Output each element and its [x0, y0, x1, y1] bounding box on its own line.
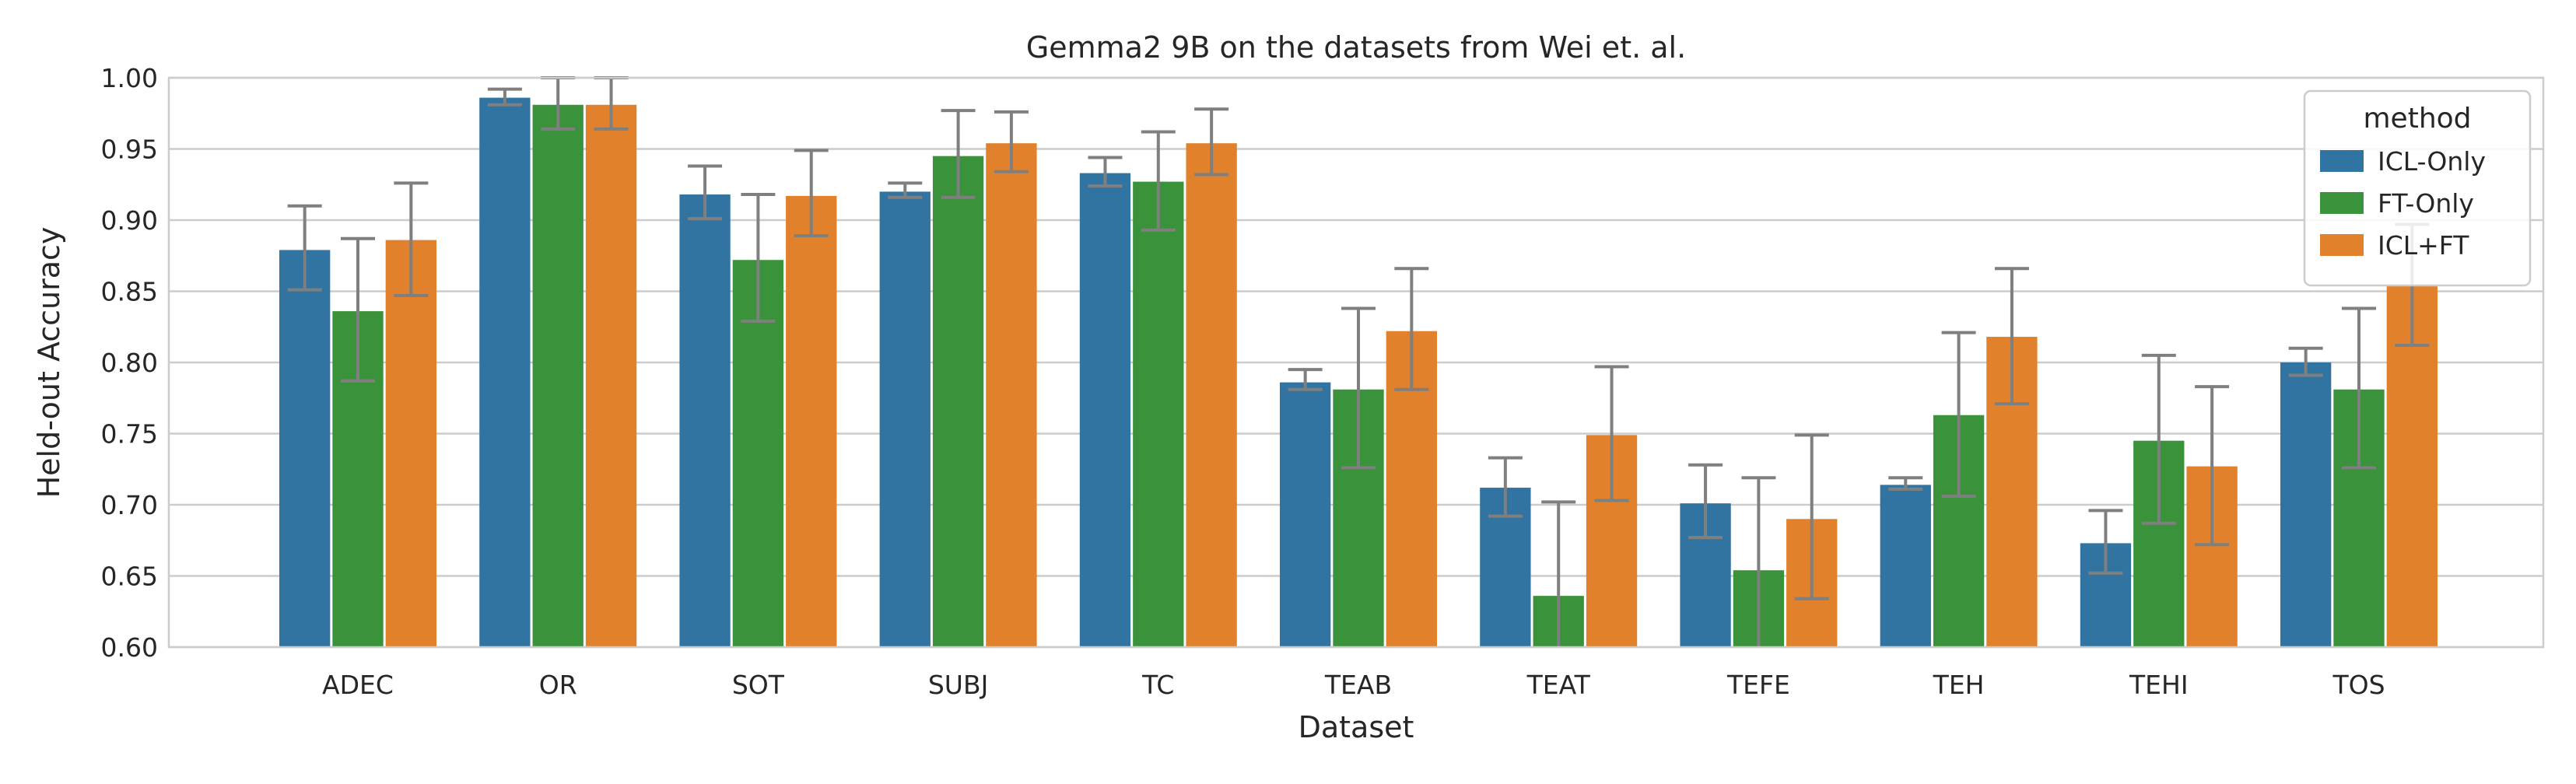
error-bar-icl-only-teab	[1288, 368, 1323, 391]
x-tick-label: TC	[1141, 670, 1174, 700]
bar-icl-only-sot	[679, 194, 731, 647]
bar-ft-only-or	[532, 104, 584, 647]
y-tick-label: 0.75	[101, 419, 158, 450]
y-tick-label: 0.90	[101, 205, 158, 236]
bar-icl-only-teh	[1880, 485, 1931, 647]
error-bar-icl-ft-teat	[1594, 365, 1629, 502]
y-tick-label: 0.80	[101, 348, 158, 378]
bar-icl-ft-subj	[986, 143, 1037, 647]
y-tick-label: 0.60	[101, 632, 158, 663]
bar-icl-only-subj	[879, 191, 931, 647]
error-bar-icl-only-tc	[1088, 156, 1123, 188]
x-tick-label: TEH	[1933, 670, 1985, 700]
error-bar-icl-ft-teab	[1394, 267, 1429, 391]
x-axis-label: Dataset	[1299, 710, 1414, 744]
error-bar-icl-only-or	[487, 87, 522, 107]
error-bar-icl-ft-tefe	[1794, 433, 1829, 600]
error-bar-ft-only-tos	[2342, 306, 2376, 470]
x-tick-label: ADEC	[322, 670, 394, 700]
legend-label-icl-only: ICL-Only	[2378, 146, 2486, 177]
bar-icl-ft-sot	[786, 195, 837, 647]
error-bar-ft-only-adec	[341, 236, 375, 383]
error-bar-icl-only-tehi	[2088, 509, 2123, 575]
error-bar-icl-only-adec	[287, 204, 322, 292]
y-axis-ticks: 0.60 0.65 0.70 0.75 0.80 0.85 0.90 0.95 1.00	[101, 63, 158, 663]
error-bar-icl-only-tefe	[1688, 463, 1723, 540]
error-bar-ft-only-tc	[1141, 130, 1176, 232]
x-tick-label: OR	[539, 670, 577, 700]
bar-icl-only-adec	[279, 250, 331, 647]
y-tick-label: 0.65	[101, 562, 158, 592]
bar-icl-ft-tc	[1186, 143, 1237, 647]
bar-icl-only-or	[479, 97, 531, 648]
bar-ft-only-sot	[732, 260, 784, 647]
error-bars	[287, 76, 2430, 647]
x-tick-label: TEFE	[1726, 670, 1790, 700]
bar-icl-ft-or	[585, 104, 637, 647]
bar-icl-only-teab	[1280, 382, 1331, 647]
error-bar-icl-only-tos	[2288, 346, 2323, 377]
legend-label-ft-only: FT-Only	[2378, 188, 2474, 219]
x-axis-ticks: ADEC OR SOT SUBJ TC TEAB TEAT TEFE TEH TEHI TOS	[322, 670, 2385, 700]
error-bar-icl-ft-adec	[394, 181, 429, 297]
y-tick-label: 0.95	[101, 135, 158, 165]
error-bar-icl-ft-sot	[794, 149, 829, 238]
x-tick-label: TOS	[2332, 670, 2385, 700]
x-tick-label: TEAT	[1526, 670, 1591, 700]
error-bar-ft-only-sot	[741, 193, 776, 323]
legend-swatch-icl-only	[2320, 150, 2364, 172]
y-tick-label: 1.00	[101, 63, 158, 93]
legend-swatch-icl-ft	[2320, 234, 2364, 256]
legend-title: method	[2363, 103, 2471, 135]
plot-frame	[167, 76, 2545, 649]
error-bar-icl-only-sot	[688, 164, 723, 221]
error-bar-ft-only-teh	[1941, 331, 1976, 499]
x-tick-label: SUBJ	[928, 670, 988, 700]
legend-label-icl-ft: ICL+FT	[2378, 230, 2469, 261]
chart-title: Gemma2 9B on the datasets from Wei et. a…	[1026, 30, 1686, 65]
y-tick-label: 0.85	[101, 277, 158, 307]
error-bar-ft-only-tefe	[1741, 476, 1776, 647]
x-tick-label: TEAB	[1324, 670, 1392, 700]
legend: method ICL-Only FT-Only ICL+FT	[2303, 89, 2532, 287]
error-bar-ft-only-teab	[1341, 306, 1376, 470]
error-bar-ft-only-subj	[941, 109, 976, 199]
bar-icl-only-tc	[1079, 173, 1131, 648]
error-bar-icl-only-teat	[1488, 456, 1523, 518]
y-axis-label: Held-out Accuracy	[32, 227, 66, 499]
error-bar-ft-only-teat	[1541, 500, 1576, 647]
x-tick-label: SOT	[732, 670, 785, 700]
bar-icl-ft-adec	[385, 240, 436, 647]
error-bar-icl-only-teh	[1888, 476, 1923, 491]
legend-swatch-ft-only	[2320, 192, 2364, 214]
x-tick-label: TEHI	[2129, 670, 2189, 700]
error-bar-ft-only-tehi	[2141, 353, 2176, 525]
error-bar-icl-ft-subj	[994, 110, 1029, 173]
error-bar-icl-ft-teh	[1994, 267, 2029, 406]
bar-ft-only-tc	[1133, 181, 1184, 648]
bar-icl-only-tos	[2280, 362, 2332, 647]
error-bar-icl-ft-tehi	[2195, 385, 2230, 547]
error-bar-icl-only-subj	[888, 181, 923, 199]
bar-ft-only-subj	[932, 156, 984, 647]
y-tick-label: 0.70	[101, 490, 158, 520]
error-bar-icl-ft-tc	[1194, 107, 1229, 177]
